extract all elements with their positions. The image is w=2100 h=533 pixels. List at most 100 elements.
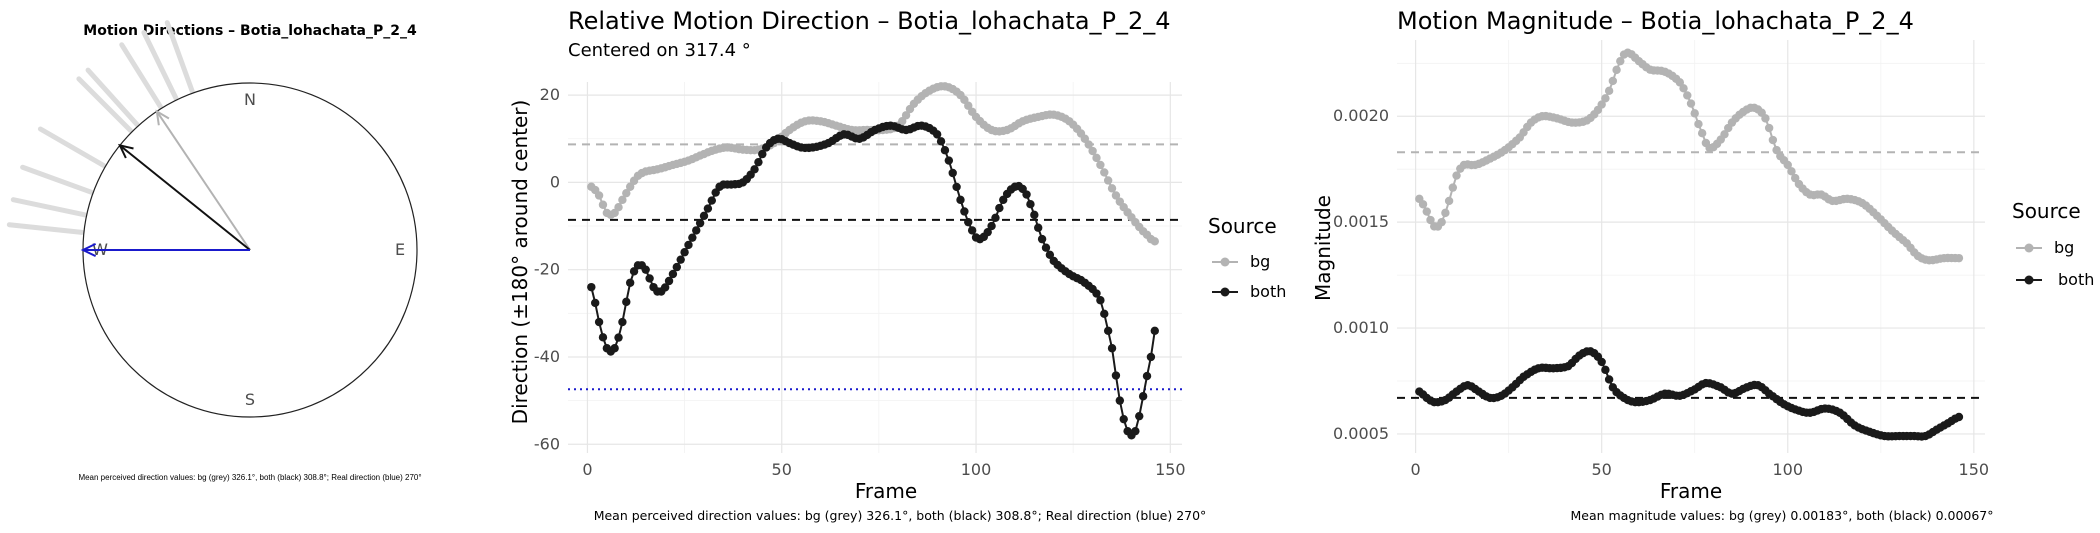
direction-legend-both-point	[1220, 287, 1230, 297]
compass-arrowhead-both	[118, 143, 134, 159]
dir-point-both-42	[750, 165, 759, 174]
magnitude-legend-both-label: both	[2058, 270, 2094, 289]
mag-y-tick-0: 0.0020	[1333, 106, 1389, 125]
dir-point-bg-129	[1088, 146, 1097, 156]
mag-point-bg-74	[1690, 109, 1699, 118]
dir-point-both-24	[680, 248, 689, 257]
dir-point-both-113	[1026, 200, 1035, 209]
mag-y-tick-2: 0.0010	[1333, 318, 1389, 337]
dir-point-bg-9	[622, 188, 631, 198]
dir-point-both-21	[668, 269, 678, 279]
dir-point-both-141	[1135, 411, 1144, 421]
compass-trail-2	[37, 126, 107, 168]
dir-point-both-104	[991, 213, 1000, 222]
mag-point-bg-94	[1764, 123, 1774, 133]
compass-trail-6	[85, 67, 140, 127]
dir-point-both-134	[1107, 344, 1117, 353]
mag-point-bg-82	[1720, 130, 1729, 139]
direction-series	[587, 82, 1159, 440]
direction-title: Relative Motion Direction – Botia_lohach…	[568, 7, 1171, 35]
dir-point-both-10	[625, 278, 635, 287]
dir-point-both-14	[641, 265, 650, 274]
dir-point-both-137	[1119, 414, 1128, 424]
dir-point-both-8	[618, 317, 627, 327]
mag-point-bg-75	[1694, 119, 1703, 129]
direction-legend-bg-point	[1220, 257, 1230, 267]
magnitude-legend: Source bg both	[2012, 199, 2094, 289]
dir-point-both-132	[1100, 309, 1109, 319]
compass-arrow-both	[119, 144, 251, 251]
dir-point-both-145	[1150, 326, 1159, 335]
mag-point-bg-3	[1426, 215, 1435, 225]
dir-y-tick-3: -40	[534, 347, 560, 366]
dir-point-both-97	[964, 217, 973, 227]
dir-line-both	[590, 124, 1156, 437]
dir-point-both-43	[754, 157, 763, 167]
dir-point-both-130	[1092, 289, 1101, 298]
dir-point-both-91	[940, 146, 950, 155]
mag-point-bg-96	[1772, 145, 1781, 155]
dir-point-both-11	[629, 267, 639, 276]
dir-point-both-22	[672, 262, 682, 272]
dir-point-both-133	[1103, 326, 1113, 335]
magnitude-ticks: 0 50 100 150 0.0020 0.0015 0.0010 0.0005	[1333, 106, 1989, 479]
dir-point-bg-81	[901, 111, 911, 120]
mag-point-bg-53	[1612, 65, 1621, 75]
dir-point-both-2	[594, 317, 604, 327]
mag-point-bg-93	[1761, 114, 1770, 123]
compass-trails	[6, 20, 195, 235]
dir-point-both-117	[1041, 243, 1051, 252]
mag-point-bg-50	[1601, 94, 1610, 103]
dir-point-both-28	[695, 218, 705, 228]
dir-point-bg-145	[1150, 237, 1159, 246]
dir-point-both-112	[1022, 190, 1031, 199]
dir-point-both-31	[707, 196, 716, 205]
compass-arrow-bg	[156, 110, 251, 251]
compass-trail-5	[6, 222, 85, 235]
dir-point-both-29	[699, 211, 709, 221]
dir-point-both-6	[610, 344, 619, 353]
mag-point-bg-72	[1683, 91, 1692, 100]
dir-point-both-102	[983, 227, 992, 237]
dir-x-tick-0: 0	[582, 460, 592, 479]
dir-point-bg-7	[614, 203, 623, 212]
mag-point-both-49	[1597, 357, 1606, 367]
dir-point-both-7	[614, 333, 623, 342]
dir-point-both-19	[660, 283, 670, 292]
dir-point-both-140	[1131, 426, 1140, 436]
mag-point-bg-54	[1616, 56, 1625, 66]
mag-point-bg-99	[1783, 160, 1792, 170]
compass-trail-4	[10, 197, 88, 218]
mag-point-bg-145	[1954, 253, 1964, 263]
dir-point-both-93	[948, 168, 957, 178]
dir-point-both-23	[676, 255, 685, 264]
dir-point-both-144	[1146, 352, 1156, 362]
mag-point-bg-100	[1787, 167, 1796, 176]
dir-point-both-116	[1037, 234, 1047, 244]
direction-x-axis-label: Frame	[855, 479, 917, 503]
magnitude-series	[1415, 48, 1964, 441]
direction-legend-bg-label: bg	[1250, 252, 1270, 271]
mag-point-bg-10	[1452, 171, 1461, 180]
mag-point-bg-8	[1444, 196, 1454, 206]
mag-point-bg-7	[1441, 208, 1450, 218]
mag-point-bg-73	[1686, 99, 1696, 108]
compass-trail-1	[76, 76, 133, 133]
dir-point-bg-97	[964, 101, 973, 110]
compass-trail-0	[119, 42, 163, 110]
direction-grid	[568, 82, 1182, 453]
dir-point-bg-2	[594, 191, 604, 200]
dir-point-both-3	[598, 333, 608, 342]
mag-point-bg-51	[1604, 86, 1614, 96]
compass-trail-7	[141, 29, 179, 101]
dir-point-bg-8	[618, 195, 627, 205]
magnitude-legend-bg-point	[2024, 243, 2034, 253]
magnitude-x-axis-label: Frame	[1660, 479, 1722, 503]
direction-caption: Mean perceived direction values: bg (gre…	[594, 508, 1207, 523]
magnitude-legend-title: Source	[2012, 199, 2081, 223]
dir-point-bg-3	[598, 200, 608, 209]
direction-legend: Source bg both	[1208, 214, 1286, 301]
mag-x-tick-2: 100	[1772, 460, 1803, 479]
compass-east-label: E	[395, 240, 405, 259]
direction-reference-lines	[568, 143, 1182, 391]
